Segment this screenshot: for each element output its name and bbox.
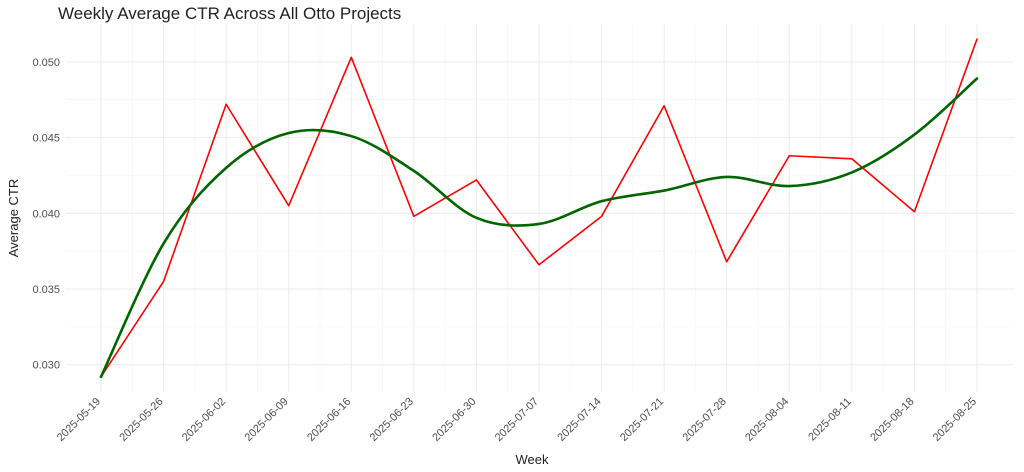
x-tick-label: 2025-06-23 [368,396,416,444]
x-tick-label: 2025-07-07 [493,396,541,444]
chart-title: Weekly Average CTR Across All Otto Proje… [58,4,402,23]
x-tick-label: 2025-07-28 [681,396,729,444]
x-tick-label: 2025-06-30 [430,396,478,444]
x-tick-label: 2025-05-19 [55,396,103,444]
x-tick-label: 2025-08-04 [743,396,791,444]
x-tick-label: 2025-07-14 [555,396,603,444]
y-axis-title: Average CTR [6,179,21,258]
series-lines [99,38,979,379]
y-tick-label: 0.035 [32,284,60,296]
x-axis-title: Week [516,452,549,467]
y-tick-label: 0.050 [32,57,60,69]
x-tick-label: 2025-05-26 [117,396,165,444]
x-tick-label: 2025-08-11 [806,396,854,444]
y-tick-label: 0.040 [32,208,60,220]
y-axis-ticks: 0.030 0.035 0.040 0.045 0.050 [32,57,60,372]
x-tick-label: 2025-08-25 [931,396,979,444]
x-tick-label: 2025-06-02 [180,396,228,444]
grid [66,24,1014,392]
y-tick-label: 0.045 [32,133,60,145]
smoothed-trend-line [99,77,979,379]
x-tick-label: 2025-06-16 [305,396,353,444]
x-tick-label: 2025-06-09 [243,396,291,444]
ctr-series-line [100,38,978,378]
y-tick-label: 0.030 [32,360,60,372]
x-axis-ticks: 2025-05-19 2025-05-26 2025-06-02 2025-06-09… [55,396,979,444]
x-tick-label: 2025-07-21 [618,396,666,444]
x-tick-label: 2025-08-18 [868,396,916,444]
